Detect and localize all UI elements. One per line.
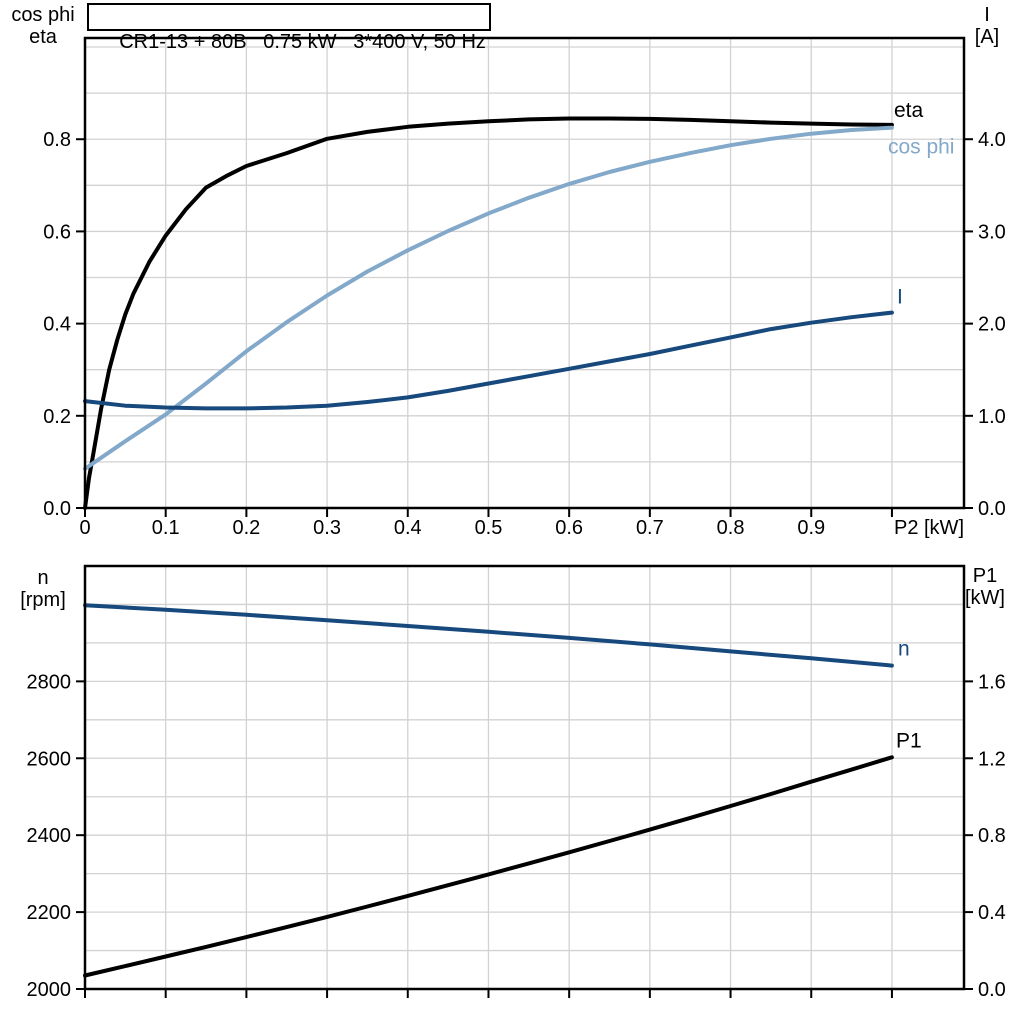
x-tick-label: 0.9	[797, 517, 825, 539]
y-left-tick-label: 2000	[27, 979, 72, 1001]
x-tick-label: 0.8	[717, 517, 745, 539]
y-right-tick-label: 0.4	[978, 902, 1006, 924]
y-left-tick-label: 2600	[27, 748, 72, 770]
y-right-tick-label: 1.6	[978, 671, 1006, 693]
x-axis-unit-label: P2 [kW]	[894, 517, 964, 539]
current-curve-label: I	[897, 286, 903, 309]
y-right-tick-label: 0.0	[978, 979, 1006, 1001]
left-axis-title-line-rpm: [rpm]	[20, 589, 66, 611]
bottom-chart-right-axis-title: P1 [kW]	[950, 565, 1020, 609]
plot-frame	[83, 564, 966, 991]
y-right-tick-label: 1.2	[978, 748, 1006, 770]
x-tick-label: 0.4	[394, 517, 422, 539]
chart-title-box: CR1-13 + 80B 0.75 kW 3*400 V, 50 Hz	[87, 3, 491, 53]
right-axis-title-line-i: I	[984, 4, 990, 26]
x-tick-label: 0	[79, 517, 90, 539]
cos-phi-curve	[83, 125, 894, 471]
right-axis-title-line-p1: P1	[972, 565, 998, 587]
current-curve	[83, 310, 894, 411]
top-chart-right-axis-title: I [A]	[957, 4, 1017, 48]
cos-phi-curve-label: cos phi	[888, 136, 955, 159]
bottom-chart-left-axis-title: n [rpm]	[2, 567, 84, 611]
y-right-tick-label: 2.0	[978, 314, 1006, 336]
p1-curve-label: P1	[896, 729, 922, 752]
chart-title: CR1-13 + 80B 0.75 kW 3*400 V, 50 Hz	[119, 31, 486, 53]
x-tick-label: 0.3	[313, 517, 341, 539]
y-left-tick-label: 0.4	[43, 314, 71, 336]
right-axis-title-line-amps: [A]	[974, 26, 1000, 48]
y-left-tick-label: 0.2	[43, 406, 71, 428]
top-chart-left-axis-title: cos phi eta	[2, 4, 84, 48]
speed-curve-label: n	[898, 638, 910, 661]
y-left-tick-label: 2800	[27, 671, 72, 693]
y-right-tick-label: 4.0	[978, 129, 1006, 151]
y-left-tick-label: 0.8	[43, 129, 71, 151]
left-axis-title-line-eta: eta	[29, 26, 57, 48]
y-left-tick-label: 2200	[27, 902, 72, 924]
plot-frame	[83, 36, 966, 510]
x-tick-label: 0.7	[636, 517, 664, 539]
y-right-tick-label: 3.0	[978, 221, 1006, 243]
x-tick-label: 0.5	[475, 517, 503, 539]
left-axis-title-line-n: n	[37, 567, 49, 589]
x-tick-label: 0.1	[152, 517, 180, 539]
y-left-tick-label: 0.0	[43, 498, 71, 520]
speed-curve	[83, 603, 894, 668]
y-right-tick-label: 1.0	[978, 406, 1006, 428]
eta-curve-label: eta	[894, 99, 924, 122]
y-right-tick-label: 0.0	[978, 498, 1006, 520]
p1-curve	[83, 755, 894, 978]
y-left-tick-label: 0.6	[43, 221, 71, 243]
eta-curve	[83, 116, 894, 510]
y-left-tick-label: 2400	[27, 825, 72, 847]
right-axis-title-line-kw: [kW]	[965, 587, 1005, 609]
left-axis-title-line-cosphi: cos phi	[11, 4, 75, 26]
x-tick-label: 0.6	[555, 517, 583, 539]
y-right-tick-label: 0.8	[978, 825, 1006, 847]
x-tick-label: 0.2	[232, 517, 260, 539]
